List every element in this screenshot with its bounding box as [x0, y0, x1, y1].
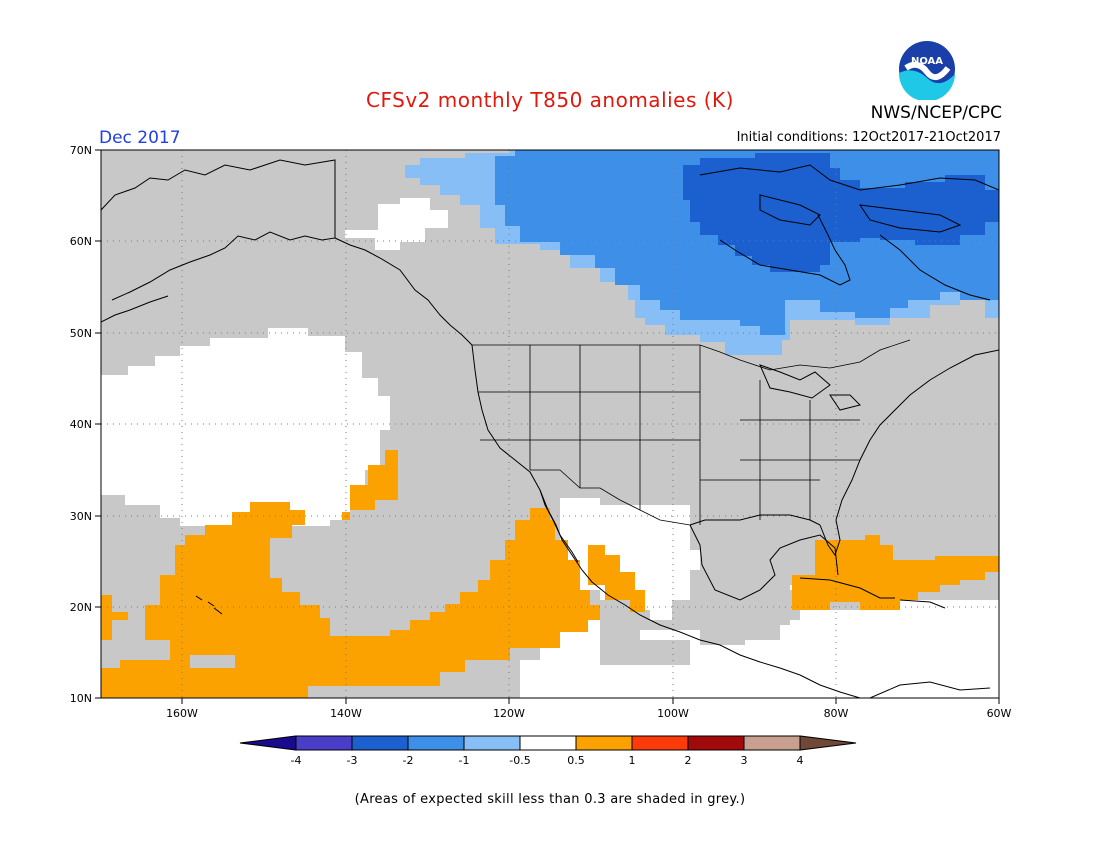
noaa-logo-icon: NOAA: [897, 39, 957, 100]
warm-anomaly-baja: [350, 450, 398, 510]
skill-footnote: (Areas of expected skill less than 0.3 a…: [354, 792, 746, 807]
colorbar-swatch: [631, 735, 689, 751]
neutral-region-pacific: [101, 328, 390, 526]
cold-anomaly-medium: [495, 150, 999, 335]
cold-anomaly-strong: [683, 153, 999, 272]
neutral-region-alaska: [345, 198, 448, 250]
lon-label: 100W: [657, 707, 689, 720]
colorbar-swatch: [407, 735, 465, 751]
colorbar-swatch: [687, 735, 745, 751]
lat-label: 60N: [70, 235, 92, 248]
lon-label: 140W: [330, 707, 362, 720]
neutral-region-tropical-east: [520, 585, 999, 698]
colorbar-swatch: [295, 735, 353, 751]
low-skill-grey-area: [101, 150, 999, 698]
lat-label: 10N: [70, 692, 92, 705]
colorbar-swatch: [575, 735, 633, 751]
longitude-labels: 160W 140W 120W 100W 80W 60W: [166, 707, 1011, 720]
colorbar-label: -4: [291, 754, 302, 767]
lon-label: 60W: [987, 707, 1012, 720]
latitude-labels: 70N 60N 50N 40N 30N 20N 10N: [70, 144, 92, 705]
warm-anomaly-pacific: [101, 502, 600, 698]
warm-anomaly-mexico: [588, 545, 645, 612]
colorbar-swatch: [351, 735, 409, 751]
lon-label: 120W: [493, 707, 525, 720]
lat-label: 50N: [70, 327, 92, 340]
lat-label: 70N: [70, 144, 92, 157]
graticule: [101, 150, 999, 698]
cold-anomaly-light: [405, 150, 999, 355]
colorbar-label: 1: [629, 754, 636, 767]
agency-label: NWS/NCEP/CPC: [870, 103, 1002, 123]
lat-label: 40N: [70, 418, 92, 431]
colorbar-label: -3: [347, 754, 358, 767]
map-frame: [100, 149, 1000, 699]
colorbar-label: 4: [797, 754, 804, 767]
colorbar-label: -0.5: [509, 754, 530, 767]
coastlines: [101, 159, 999, 698]
colorbar-label: -1: [459, 754, 470, 767]
anomaly-field: [101, 150, 999, 698]
map-title: CFSv2 monthly T850 anomalies (K): [366, 88, 734, 112]
neutral-region-mexico: [560, 498, 700, 620]
lat-label: 20N: [70, 601, 92, 614]
colorbar-swatch: [519, 735, 577, 751]
political-borders: [472, 339, 911, 526]
forecast-month: Dec 2017: [99, 128, 181, 148]
warm-anomaly-caribbean: [792, 535, 999, 610]
initial-conditions: Initial conditions: 12Oct2017-21Oct2017: [736, 130, 1001, 145]
logo-text: NOAA: [911, 56, 943, 67]
colorbar-swatch: [743, 735, 801, 751]
colorbar-label: 2: [685, 754, 692, 767]
colorbar-arrow-left: [239, 735, 297, 751]
colorbar-arrow-right: [799, 735, 857, 751]
lon-label: 160W: [166, 707, 198, 720]
colorbar-label: 3: [741, 754, 748, 767]
colorbar-label: 0.5: [567, 754, 585, 767]
colorbar-swatch: [463, 735, 521, 751]
colorbar-legend: -4 -3 -2 -1 -0.5 0.5 1 2 3 4: [239, 735, 857, 767]
colorbar-label: -2: [403, 754, 414, 767]
lon-label: 80W: [824, 707, 849, 720]
lat-label: 30N: [70, 510, 92, 523]
